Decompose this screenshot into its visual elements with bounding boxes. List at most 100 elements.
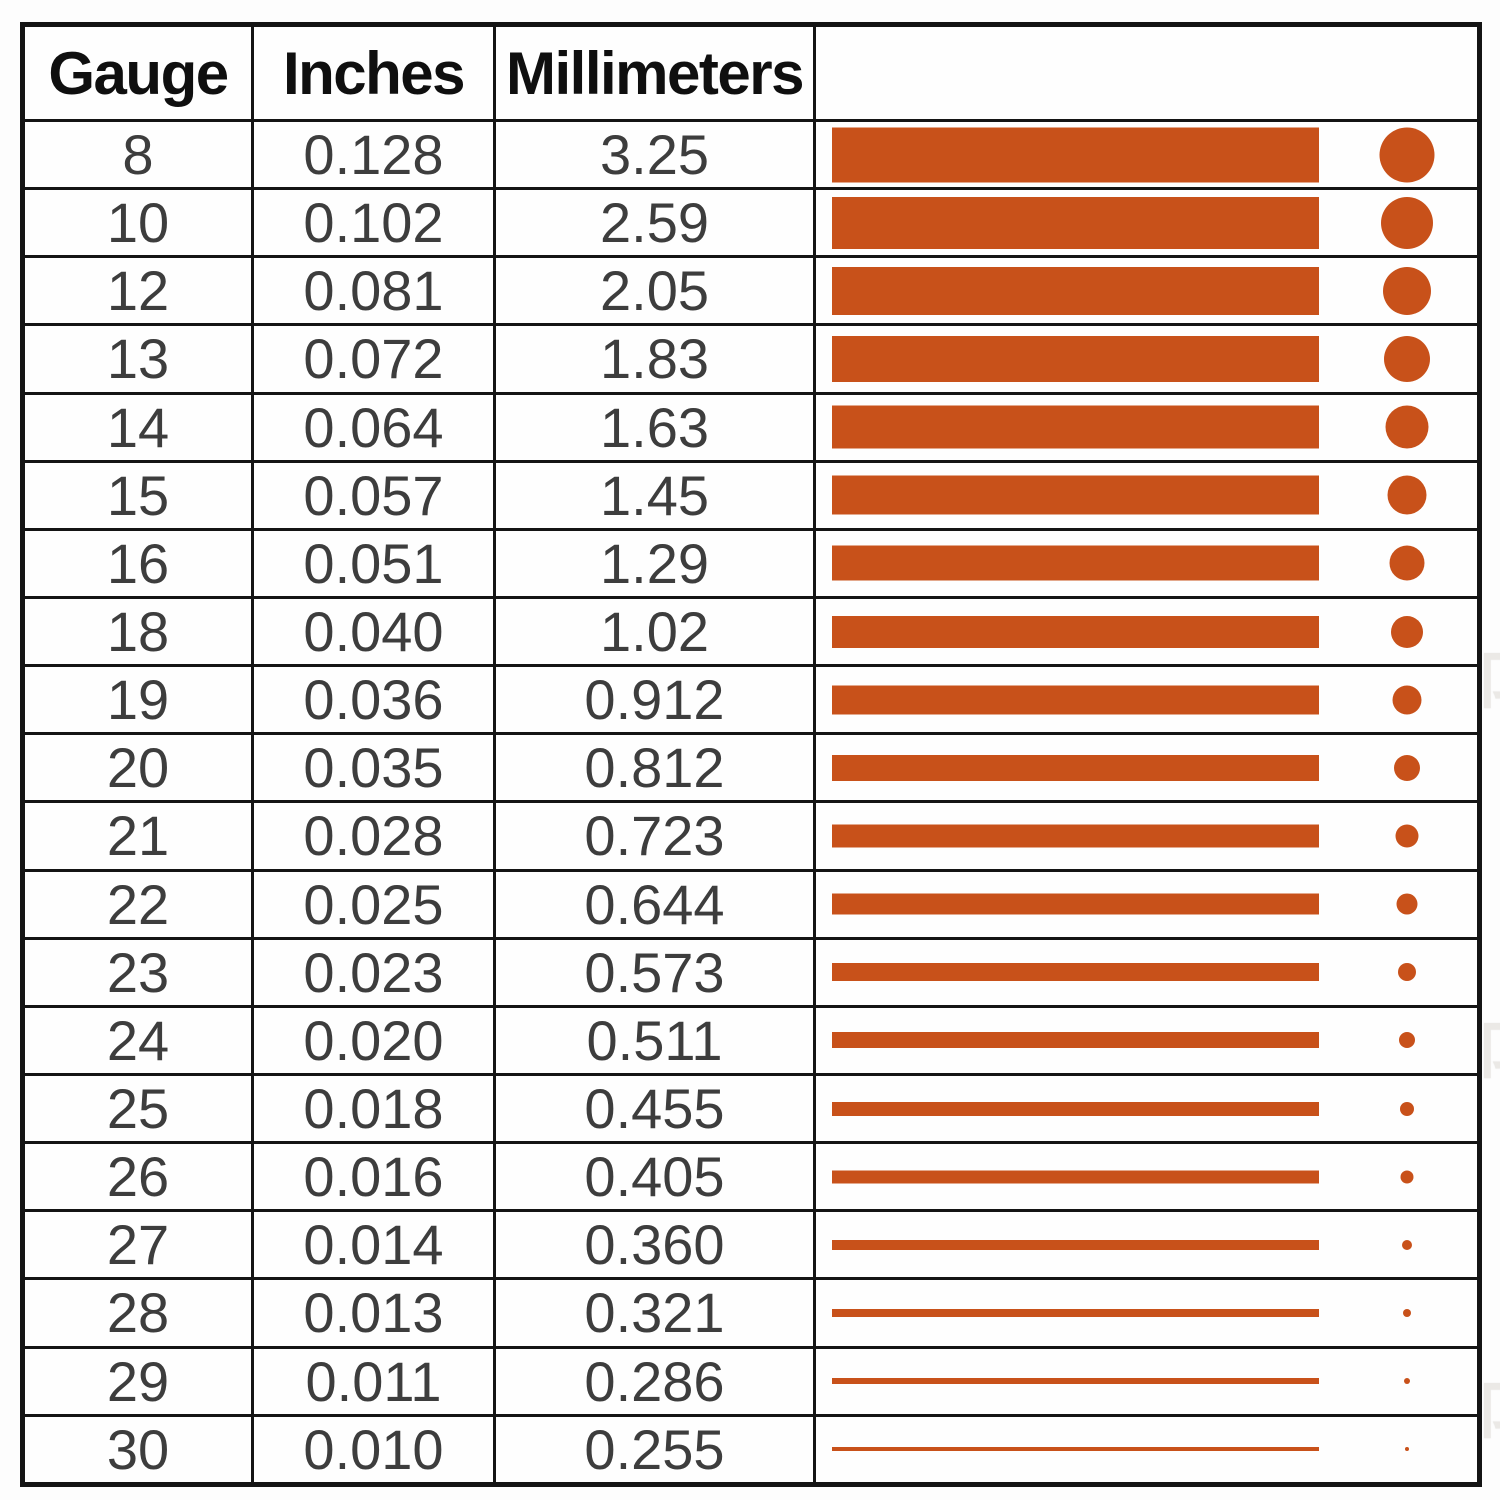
table-row: 24 0.020 0.511 — [21, 1004, 1481, 1076]
cell-wire-visual — [813, 255, 1481, 327]
cell-gauge: 8 — [21, 118, 254, 191]
wire-side-view-bar — [832, 475, 1319, 515]
cell-wire-visual — [813, 1004, 1481, 1076]
wire-side-view-bar — [832, 1447, 1319, 1452]
cell-inches: 0.014 — [251, 1209, 496, 1281]
wire-cross-section-dot — [1394, 754, 1420, 781]
cell-millimeters: 0.723 — [493, 800, 816, 872]
cell-gauge: 24 — [21, 1004, 254, 1076]
table-row: 15 0.057 1.45 — [21, 459, 1481, 531]
wire-cross-section-dot — [1379, 127, 1435, 183]
table-row: 13 0.072 1.83 — [21, 323, 1481, 395]
table-row: 29 0.011 0.286 — [21, 1345, 1481, 1417]
wire-cross-section-dot — [1400, 1101, 1414, 1116]
column-header-millimeters: Millimeters — [493, 23, 816, 122]
cell-wire-visual — [813, 1141, 1481, 1213]
wire-gauge-table: Gauge Inches Millimeters 8 0.128 3.25 10 0.1… — [20, 22, 1482, 1487]
wire-side-view-bar — [832, 824, 1319, 848]
cell-wire-visual — [813, 391, 1481, 463]
wire-cross-section-dot — [1403, 1308, 1411, 1317]
table-row: 30 0.010 0.255 — [21, 1413, 1481, 1487]
wire-cross-section-dot — [1381, 196, 1433, 249]
cell-millimeters: 0.405 — [493, 1141, 816, 1213]
wire-cross-section-dot — [1387, 475, 1427, 515]
cell-millimeters: 0.511 — [493, 1004, 816, 1076]
wire-cross-section-dot — [1389, 545, 1425, 581]
wire-side-view-bar — [832, 335, 1319, 382]
cell-wire-visual — [813, 1345, 1481, 1417]
table-row: 23 0.023 0.573 — [21, 936, 1481, 1008]
cell-inches: 0.036 — [251, 664, 496, 736]
cell-wire-visual — [813, 1209, 1481, 1281]
table-row: 12 0.081 2.05 — [21, 255, 1481, 327]
wire-cross-section-dot — [1405, 1447, 1409, 1452]
cell-gauge: 14 — [21, 391, 254, 463]
cell-millimeters: 0.812 — [493, 732, 816, 804]
cell-wire-visual — [813, 1413, 1481, 1487]
table-row: 18 0.040 1.02 — [21, 595, 1481, 668]
table-body: 8 0.128 3.25 10 0.102 2.59 12 0.081 2.05 13 0.072 1… — [21, 118, 1481, 1487]
wire-side-view-bar — [832, 196, 1319, 249]
cell-inches: 0.018 — [251, 1072, 496, 1145]
wire-side-view-bar — [832, 1239, 1319, 1250]
cell-gauge: 16 — [21, 527, 254, 599]
cell-inches: 0.072 — [251, 323, 496, 395]
cell-wire-visual — [813, 118, 1481, 191]
cell-gauge: 21 — [21, 800, 254, 872]
cell-millimeters: 0.644 — [493, 868, 816, 940]
cell-millimeters: 1.29 — [493, 527, 816, 599]
wire-cross-section-dot — [1404, 1378, 1410, 1385]
wire-cross-section-dot — [1396, 893, 1418, 915]
header-row: Gauge Inches Millimeters — [21, 23, 1481, 122]
wire-side-view-bar — [832, 1308, 1319, 1317]
wire-cross-section-dot — [1398, 963, 1416, 982]
cell-wire-visual — [813, 800, 1481, 872]
cell-inches: 0.020 — [251, 1004, 496, 1076]
cell-millimeters: 0.912 — [493, 664, 816, 736]
wire-side-view-bar — [832, 1101, 1319, 1116]
wire-cross-section-dot — [1392, 685, 1422, 715]
wire-side-view-bar — [832, 405, 1319, 449]
cell-millimeters: 1.63 — [493, 391, 816, 463]
cell-inches: 0.010 — [251, 1413, 496, 1487]
cell-wire-visual — [813, 732, 1481, 804]
cell-inches: 0.064 — [251, 391, 496, 463]
cell-gauge: 19 — [21, 664, 254, 736]
table-row: 20 0.035 0.812 — [21, 732, 1481, 804]
cell-millimeters: 2.05 — [493, 255, 816, 327]
cell-millimeters: 1.02 — [493, 595, 816, 668]
cell-millimeters: 0.455 — [493, 1072, 816, 1145]
table-row: 16 0.051 1.29 — [21, 527, 1481, 599]
cell-wire-visual — [813, 527, 1481, 599]
cell-millimeters: 0.321 — [493, 1277, 816, 1349]
cell-inches: 0.011 — [251, 1345, 496, 1417]
column-header-inches: Inches — [251, 23, 496, 122]
cell-wire-visual — [813, 459, 1481, 531]
wire-cross-section-dot — [1395, 824, 1419, 848]
cell-millimeters: 0.360 — [493, 1209, 816, 1281]
cell-wire-visual — [813, 595, 1481, 668]
cell-inches: 0.016 — [251, 1141, 496, 1213]
wire-cross-section-dot — [1402, 1239, 1412, 1250]
wire-side-view-bar — [832, 1378, 1319, 1385]
cell-wire-visual — [813, 1277, 1481, 1349]
wire-cross-section-dot — [1400, 1170, 1414, 1184]
cell-wire-visual — [813, 664, 1481, 736]
wire-cross-section-dot — [1384, 335, 1430, 382]
table-row: 19 0.036 0.912 — [21, 664, 1481, 736]
wire-side-view-bar — [832, 685, 1319, 715]
column-header-visual — [813, 23, 1481, 122]
cell-gauge: 10 — [21, 187, 254, 259]
cell-gauge: 29 — [21, 1345, 254, 1417]
cell-millimeters: 1.83 — [493, 323, 816, 395]
column-header-gauge: Gauge — [21, 23, 254, 122]
cell-inches: 0.013 — [251, 1277, 496, 1349]
wire-side-view-bar — [832, 963, 1319, 982]
table-row: 28 0.013 0.321 — [21, 1277, 1481, 1349]
wire-side-view-bar — [832, 754, 1319, 781]
cell-gauge: 18 — [21, 595, 254, 668]
cell-gauge: 12 — [21, 255, 254, 327]
wire-side-view-bar — [832, 893, 1319, 915]
cell-millimeters: 1.45 — [493, 459, 816, 531]
